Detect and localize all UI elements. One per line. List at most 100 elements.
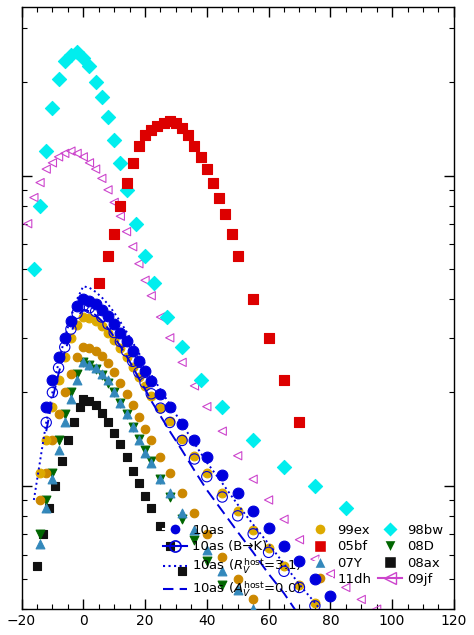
Point (203, 556, 210, 566)
Point (157, 389, 164, 399)
Point (157, 312, 164, 322)
Point (311, 554, 319, 565)
Point (141, 378, 149, 388)
Point (110, 319, 118, 330)
Point (234, 251, 241, 261)
Point (110, 229, 118, 239)
Point (80, 358, 87, 368)
Point (141, 445, 149, 455)
Point (191, 525, 198, 535)
Point (92, 299, 100, 309)
Point (67, 324, 75, 334)
Point (265, 495, 273, 505)
Point (64, 436, 72, 446)
Point (157, 403, 164, 413)
Point (67, 387, 75, 398)
Point (219, 580, 226, 590)
Point (30, 192, 37, 203)
Point (86, 296, 93, 306)
Point (191, 454, 198, 464)
Point (234, 511, 241, 521)
Point (55, 445, 63, 455)
Point (178, 566, 186, 577)
Point (123, 389, 130, 399)
Point (92, 346, 100, 356)
Point (86, 360, 93, 370)
Point (166, 492, 173, 502)
Point (234, 451, 241, 461)
Point (86, 62, 93, 72)
Point (141, 366, 149, 376)
Point (141, 251, 149, 261)
Point (135, 371, 143, 382)
Point (135, 411, 143, 422)
Point (404, 622, 411, 632)
Point (76, 401, 84, 411)
Point (191, 381, 198, 391)
Point (265, 333, 273, 343)
Point (147, 458, 155, 469)
Point (30, 264, 37, 274)
Point (104, 378, 112, 388)
Point (296, 582, 303, 592)
Point (219, 401, 226, 411)
Point (67, 394, 75, 404)
Point (123, 409, 130, 419)
Point (92, 364, 100, 374)
Point (49, 468, 56, 478)
Point (110, 368, 118, 378)
Point (203, 472, 210, 482)
Point (203, 545, 210, 555)
Point (234, 585, 241, 596)
Point (55, 152, 63, 162)
Point (265, 615, 273, 625)
Point (42, 146, 50, 156)
Point (92, 77, 100, 88)
Point (249, 525, 257, 535)
Point (178, 514, 186, 525)
Point (197, 375, 204, 385)
Point (197, 152, 204, 162)
Point (221, 210, 229, 220)
Point (342, 630, 349, 635)
Point (191, 507, 198, 518)
Point (296, 556, 303, 566)
Point (36, 529, 44, 539)
Point (327, 618, 334, 629)
Point (166, 468, 173, 478)
Point (98, 370, 106, 380)
Point (191, 451, 198, 461)
Point (67, 333, 75, 343)
Point (86, 313, 93, 323)
Point (219, 471, 226, 481)
Point (147, 291, 155, 301)
Point (123, 409, 130, 419)
Point (117, 201, 124, 211)
Point (157, 521, 164, 531)
Point (123, 178, 130, 188)
Point (184, 130, 192, 140)
Point (357, 594, 365, 605)
Point (55, 375, 63, 385)
Point (98, 368, 106, 378)
Point (110, 387, 118, 398)
Point (104, 311, 112, 321)
Point (55, 363, 63, 373)
Point (55, 74, 63, 84)
Point (73, 375, 81, 385)
Point (86, 396, 93, 406)
Point (219, 566, 226, 577)
Point (203, 164, 210, 174)
Point (33, 561, 41, 572)
Point (36, 538, 44, 549)
Point (265, 622, 273, 632)
Point (55, 409, 63, 419)
Point (49, 474, 56, 485)
Point (141, 381, 149, 391)
Point (92, 363, 100, 373)
Point (203, 529, 210, 539)
Point (191, 535, 198, 545)
Point (123, 346, 130, 356)
Point (178, 419, 186, 429)
Point (123, 185, 130, 195)
